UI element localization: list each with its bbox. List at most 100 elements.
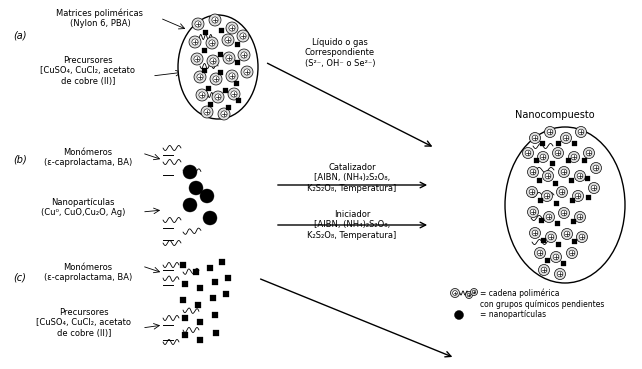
Circle shape [575,211,586,223]
Bar [571,141,577,145]
Bar [550,161,555,166]
Ellipse shape [178,15,258,119]
Bar [553,180,557,186]
Text: Matrices poliméricas
(Nylon 6, PBA): Matrices poliméricas (Nylon 6, PBA) [56,8,144,28]
Bar [218,52,223,56]
Circle shape [209,40,215,46]
Circle shape [530,228,541,238]
Circle shape [209,14,221,26]
Circle shape [526,186,537,197]
Bar [534,158,539,162]
Circle shape [544,127,555,138]
Circle shape [241,52,247,58]
Circle shape [544,211,555,223]
Bar [234,41,239,46]
Circle shape [201,106,213,118]
Circle shape [557,186,568,197]
Bar [584,176,589,180]
Circle shape [532,135,538,141]
Circle shape [546,214,552,220]
Circle shape [226,22,238,34]
Circle shape [455,310,464,320]
Circle shape [465,292,473,299]
Circle shape [573,190,584,201]
Circle shape [541,267,547,273]
Bar [202,48,207,52]
Bar [537,197,542,203]
Circle shape [237,30,249,42]
Circle shape [238,49,250,61]
Circle shape [523,148,534,159]
Circle shape [231,91,237,97]
Circle shape [571,154,577,160]
Circle shape [575,193,581,199]
Bar [205,86,211,90]
Bar [182,315,188,321]
Bar [210,295,216,301]
Text: Líquido o gas
Correspondiente
(S²⁻, OH⁻ o Se²⁻): Líquido o gas Correspondiente (S²⁻, OH⁻ … [305,38,376,68]
Circle shape [212,91,224,103]
Circle shape [244,69,250,75]
Circle shape [221,111,227,117]
Circle shape [546,231,557,242]
Bar [236,97,241,103]
Bar [193,269,199,275]
Circle shape [229,25,235,31]
Bar [223,87,227,93]
Text: Nanocompuesto: Nanocompuesto [515,110,594,120]
Circle shape [577,231,587,242]
Circle shape [191,53,203,65]
Bar [544,258,550,262]
Text: (a): (a) [13,30,26,40]
Bar [225,104,230,110]
Circle shape [548,234,554,240]
Bar [571,218,575,224]
Circle shape [586,150,592,156]
Bar [569,197,575,203]
Circle shape [541,190,553,201]
Bar [539,141,544,145]
Bar [202,68,207,72]
Circle shape [557,271,563,277]
Circle shape [222,34,234,46]
Circle shape [467,293,471,297]
Circle shape [566,248,578,259]
Circle shape [544,193,550,199]
Bar [202,30,207,34]
Text: Catalizador
[AIBN, (NH₄)₂S₂O₈,
K₂S₂O₈, Temperatura]: Catalizador [AIBN, (NH₄)₂S₂O₈, K₂S₂O₈, T… [308,163,397,193]
Bar [586,194,591,200]
Circle shape [547,129,553,135]
Circle shape [192,18,204,30]
Circle shape [189,36,201,48]
Circle shape [210,73,222,85]
Circle shape [451,289,460,297]
Circle shape [591,162,602,173]
Circle shape [196,89,208,101]
Circle shape [192,39,198,45]
Text: Precursores
[CuSO₄, CuCl₂, acetato
de cobre (II)]: Precursores [CuSO₄, CuCl₂, acetato de co… [37,308,132,338]
Text: (c): (c) [13,273,26,283]
Bar [195,302,201,308]
Circle shape [553,148,564,159]
Circle shape [562,228,573,239]
Bar [560,261,566,266]
Circle shape [559,207,569,218]
Circle shape [555,150,561,156]
Circle shape [559,166,569,177]
Bar [219,259,225,265]
Circle shape [564,231,570,237]
Text: Monómeros
(ε-caprolactama, BA): Monómeros (ε-caprolactama, BA) [44,263,132,282]
Circle shape [453,291,457,295]
Bar [197,337,203,343]
Bar [182,332,188,338]
Circle shape [212,17,218,23]
Circle shape [183,198,197,212]
Bar [234,80,238,86]
Circle shape [226,55,232,61]
Circle shape [203,211,217,225]
Bar [218,28,223,32]
Circle shape [189,181,203,195]
Ellipse shape [505,127,625,283]
Circle shape [559,189,565,195]
Circle shape [563,135,569,141]
